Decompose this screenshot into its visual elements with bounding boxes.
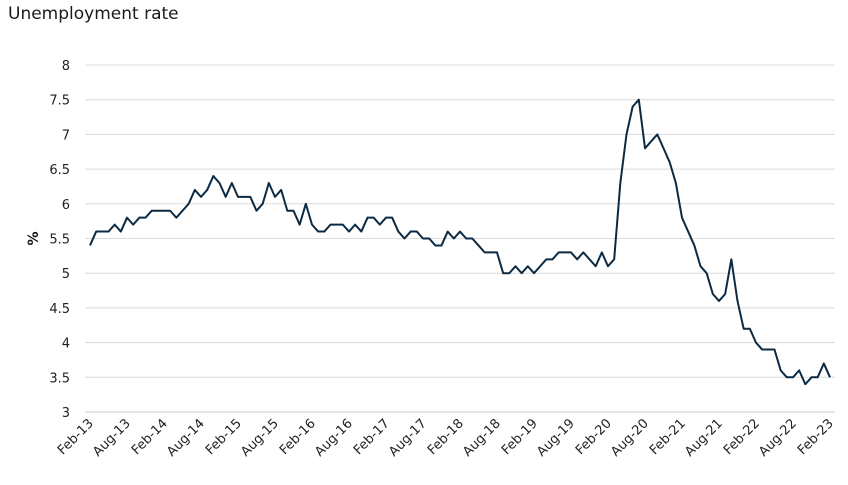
y-tick-label: 3 (62, 406, 70, 421)
x-tick-label: Feb-19 (499, 416, 541, 458)
x-tick-label: Aug-14 (164, 416, 208, 460)
y-tick-label: 7.5 (49, 94, 70, 109)
x-tick-label: Feb-23 (795, 416, 837, 458)
x-tick-label: Feb-17 (351, 416, 393, 458)
chart-title: Unemployment rate (8, 4, 179, 24)
y-tick-label: 5 (62, 267, 70, 282)
y-tick-label: 6 (62, 198, 70, 213)
y-tick-label: 6.5 (49, 163, 70, 178)
x-tick-label: Aug-18 (460, 416, 504, 460)
x-tick-label: Feb-20 (573, 416, 615, 458)
x-tick-label: Feb-13 (55, 416, 97, 458)
x-tick-label: Feb-15 (203, 416, 245, 458)
x-tick-label: Feb-21 (647, 416, 689, 458)
x-tick-label: Feb-16 (277, 416, 319, 458)
y-tick-label: 3.5 (49, 371, 70, 386)
y-tick-label: 5.5 (49, 233, 70, 248)
y-tick-label: 4.5 (49, 302, 70, 317)
x-tick-label: Aug-21 (682, 416, 726, 460)
y-tick-label: 7 (62, 128, 70, 143)
series-line-unemployment (89, 98, 831, 386)
x-tick-label: Aug-19 (534, 416, 578, 460)
x-tick-label: Feb-22 (721, 416, 763, 458)
x-tick-label: Aug-22 (756, 416, 800, 460)
y-axis-ticks: 3 3.5 4 4.5 5 5.5 6 6.5 7 7.5 8 (49, 59, 70, 421)
x-tick-label: Aug-20 (608, 416, 652, 460)
gridlines (85, 64, 835, 378)
x-tick-label: Feb-18 (425, 416, 467, 458)
x-tick-label: Aug-17 (386, 416, 430, 460)
y-tick-label: 8 (62, 59, 70, 74)
x-axis-ticks: Feb-13Aug-13Feb-14Aug-14Feb-15Aug-15Feb-… (55, 416, 837, 460)
y-tick-label: 4 (62, 337, 70, 352)
y-axis-label: % (26, 231, 42, 245)
x-tick-label: Aug-13 (90, 416, 134, 460)
x-tick-label: Aug-16 (312, 416, 356, 460)
x-tick-label: Feb-14 (129, 416, 171, 458)
x-tick-label: Aug-15 (238, 416, 282, 460)
